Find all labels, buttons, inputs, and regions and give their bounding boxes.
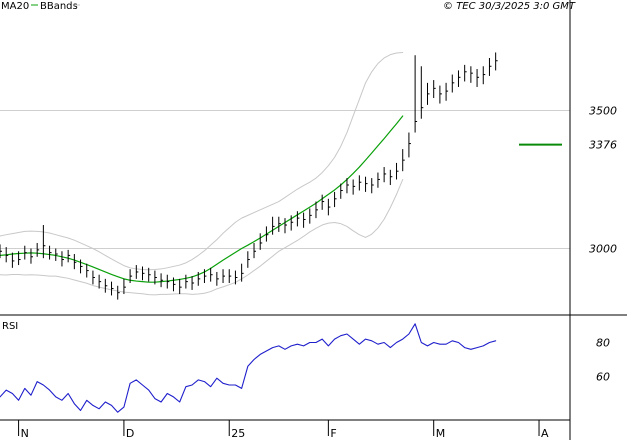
x-axis-tick-label: D [126, 427, 134, 440]
bbands-upper-line [0, 51, 404, 271]
rsi-y-tick-label: 80 [596, 337, 610, 350]
ma20-legend: MA20 [1, 1, 29, 12]
bbands-lower-line [0, 178, 404, 296]
x-axis-tick-label: M [436, 427, 446, 440]
support-label: 3376 [589, 139, 617, 152]
x-axis-tick-label: N [21, 427, 29, 440]
ma20-line [0, 115, 404, 283]
rsi-y-tick-label: 60 [596, 371, 610, 384]
x-axis-tick-label: F [330, 427, 336, 440]
price-y-tick-label: 3500 [589, 104, 617, 117]
x-axis-tick-label: A [541, 427, 549, 440]
rsi-title: RSI [2, 321, 18, 332]
price-y-tick-label: 3000 [589, 242, 617, 255]
source-label: © TEC 30/3/2025 3:0 GMT [443, 1, 576, 12]
x-axis-tick-label: 25 [231, 427, 245, 440]
bbands-legend: BBands [40, 1, 78, 12]
rsi-line [0, 323, 497, 413]
